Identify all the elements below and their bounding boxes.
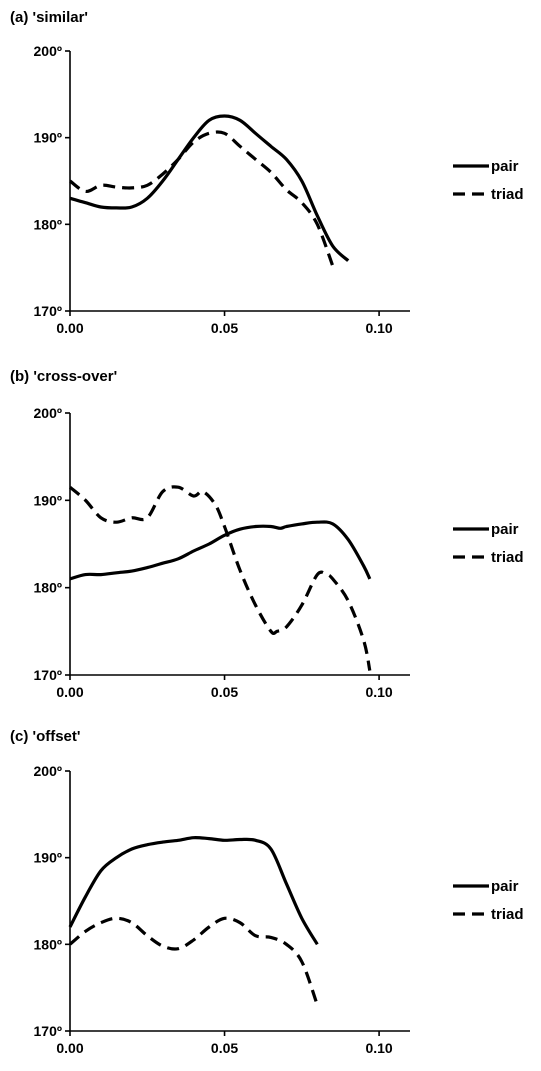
- y-tick-label: 170º: [34, 667, 62, 683]
- y-tick-label: 180º: [34, 936, 62, 952]
- x-tick-label: 0.00: [56, 684, 83, 700]
- chart-panel-3: (c) 'offset' 170º 180º 190º 200º 0.00 0.05 0.10…: [10, 728, 524, 1056]
- panel-title: (a) 'similar': [10, 9, 88, 26]
- x-tick-label: 0.05: [211, 320, 238, 336]
- chart-panel-2: (b) 'cross-over' 170º 180º 190º 200º 0.00 0.05…: [10, 368, 524, 700]
- y-tick-label: 200º: [34, 763, 62, 779]
- legend-label-triad: triad: [491, 906, 524, 923]
- x-tick-label: 0.00: [56, 1040, 83, 1056]
- y-tick-label: 200º: [34, 43, 62, 59]
- y-tick-label: 190º: [34, 850, 62, 866]
- x-tick-label: 0.05: [211, 684, 238, 700]
- series-line-triad: [68, 916, 319, 1006]
- chart-panel-1: (a) 'similar' 170º 180º 190º 200º 0.00 0.05 0.1…: [10, 9, 524, 336]
- y-tick-label: 180º: [34, 580, 62, 596]
- legend-label-triad: triad: [491, 186, 524, 203]
- y-tick-label: 200º: [34, 405, 62, 421]
- y-tick-label: 180º: [34, 216, 62, 232]
- legend-label-pair: pair: [491, 521, 519, 538]
- panel-title: (c) 'offset': [10, 728, 80, 745]
- y-tick-label: 190º: [34, 492, 62, 508]
- panel-title: (b) 'cross-over': [10, 368, 117, 385]
- series-line-triad: [69, 130, 335, 267]
- series-line-pair: [69, 520, 372, 581]
- legend-label-triad: triad: [491, 549, 524, 566]
- series-line-pair: [69, 114, 350, 262]
- x-tick-label: 0.05: [211, 1040, 238, 1056]
- x-tick-label: 0.10: [365, 684, 392, 700]
- x-tick-label: 0.10: [365, 1040, 392, 1056]
- y-tick-label: 170º: [34, 1023, 62, 1039]
- y-tick-label: 190º: [34, 130, 62, 146]
- legend-label-pair: pair: [491, 158, 519, 175]
- series-line-triad: [68, 485, 372, 671]
- x-tick-label: 0.00: [56, 320, 83, 336]
- legend-label-pair: pair: [491, 878, 519, 895]
- y-tick-label: 170º: [34, 303, 62, 319]
- x-tick-label: 0.10: [365, 320, 392, 336]
- series-line-pair: [68, 836, 319, 946]
